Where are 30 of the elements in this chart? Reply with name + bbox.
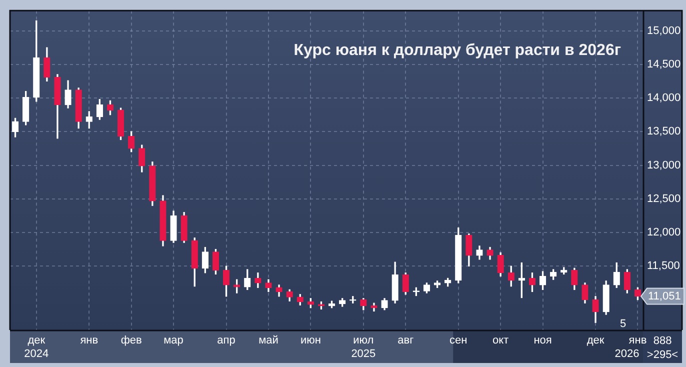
text: 888 [653,335,672,348]
text: Курс юаня к доллару будет расти в 2026г [294,42,622,60]
x-tick-label: апр [217,334,236,347]
x-tick-label: дек [28,334,46,347]
y-tick-label: 12,000 [647,226,681,239]
text: 2026 [614,348,640,360]
x-tick-label: янв [80,334,98,347]
x-tick-label: июл [353,334,374,347]
y-tick-label: 12,500 [647,192,681,205]
annotation: 5 [620,318,626,330]
y-tick-label: 13,500 [647,126,681,138]
annotation: 11,051 [648,290,681,302]
text: 2024 [24,348,49,360]
y-tick-label: 14,000 [647,92,681,104]
text: >295< [646,349,678,362]
x-tick-label: окт [492,334,509,347]
x-tick-label: дек [586,334,604,347]
x-tick-label: янв [628,334,647,347]
x-tick-label: авг [398,334,414,347]
x-tick-label: май [258,334,278,347]
x-tick-label: фев [120,334,142,347]
x-tick-label: мар [164,334,184,347]
x-tick-label: июн [300,334,321,347]
y-tick-label: 13,000 [647,159,681,172]
x-tick-label: ноя [534,334,552,347]
y-tick-label: 14,500 [647,58,681,70]
text: 2025 [351,348,376,360]
y-tick-label: 11,500 [647,260,680,272]
y-tick-label: 15,000 [647,24,681,37]
x-tick-label: сен [450,334,468,347]
